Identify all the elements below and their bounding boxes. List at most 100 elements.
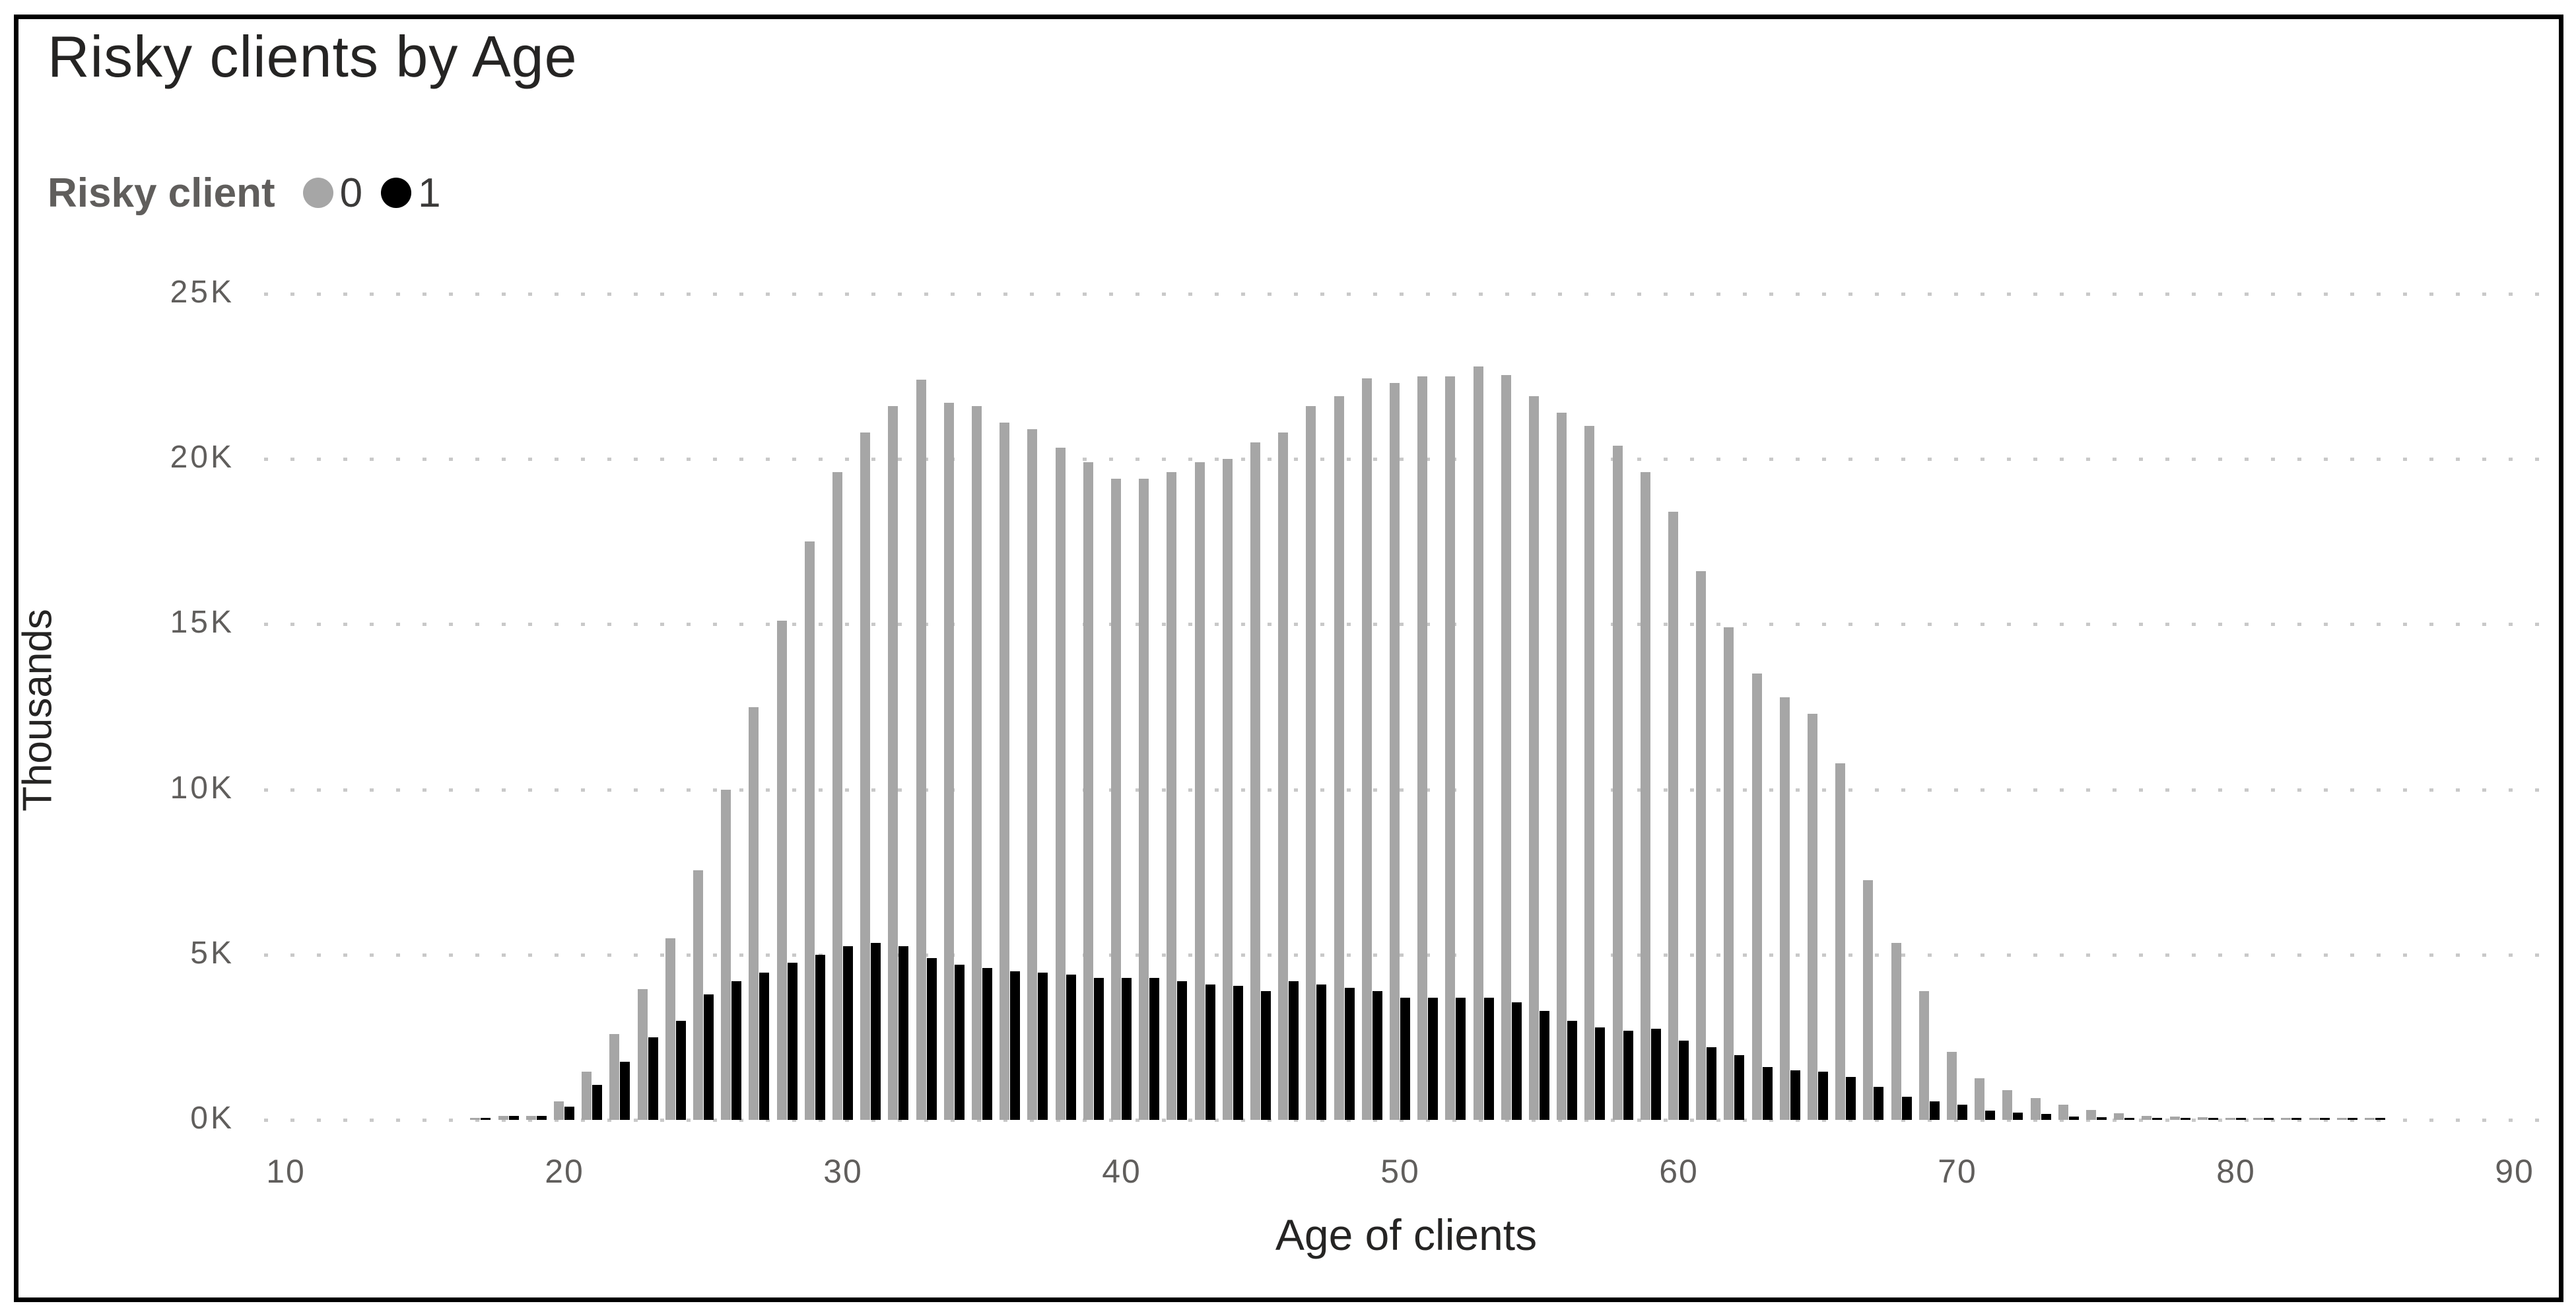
bar-risky-1-age-24[interactable] [675,1020,686,1120]
bar-risky-1-age-30[interactable] [843,946,853,1120]
bar-risky-1-age-32[interactable] [898,946,909,1120]
bar-risky-1-age-84[interactable] [2347,1118,2357,1120]
bar-risky-1-age-17[interactable] [481,1118,491,1120]
bar-risky-0-age-49[interactable] [1361,378,1372,1120]
bar-risky-1-age-47[interactable] [1316,984,1327,1120]
bar-risky-1-age-45[interactable] [1261,990,1271,1120]
bar-risky-0-age-73[interactable] [2030,1098,2041,1120]
bar-risky-0-age-61[interactable] [1696,571,1707,1120]
bar-risky-1-age-50[interactable] [1400,997,1410,1120]
bar-risky-1-age-60[interactable] [1679,1040,1689,1120]
legend-item-risky-1[interactable]: 1 [381,170,441,217]
bar-risky-1-age-39[interactable] [1093,977,1104,1120]
bar-risky-1-age-28[interactable] [787,963,797,1120]
bar-risky-0-age-21[interactable] [582,1072,592,1120]
bar-risky-1-age-77[interactable] [2152,1118,2163,1120]
bar-risky-1-age-54[interactable] [1511,1002,1522,1120]
bar-risky-0-age-72[interactable] [2002,1089,2013,1120]
bar-risky-0-age-44[interactable] [1222,459,1233,1120]
bar-risky-0-age-62[interactable] [1724,627,1734,1120]
bar-risky-0-age-67[interactable] [1863,880,1874,1120]
bar-risky-0-age-54[interactable] [1501,374,1511,1120]
bar-risky-0-age-51[interactable] [1417,376,1428,1120]
bar-risky-0-age-50[interactable] [1390,383,1400,1120]
bar-risky-0-age-84[interactable] [2336,1118,2347,1120]
bar-risky-0-age-39[interactable] [1083,462,1093,1120]
bar-risky-1-age-26[interactable] [731,981,742,1120]
bar-risky-1-age-31[interactable] [871,943,881,1120]
bar-risky-0-age-63[interactable] [1751,674,1762,1120]
bar-risky-0-age-33[interactable] [916,380,926,1120]
bar-risky-1-age-41[interactable] [1149,977,1160,1120]
bar-risky-0-age-66[interactable] [1835,763,1846,1120]
bar-risky-1-age-23[interactable] [648,1037,658,1120]
bar-risky-0-age-69[interactable] [1918,990,1929,1120]
bar-risky-0-age-65[interactable] [1808,713,1817,1120]
bar-risky-0-age-52[interactable] [1445,376,1456,1120]
bar-risky-1-age-74[interactable] [2068,1117,2079,1120]
bar-risky-0-age-53[interactable] [1473,366,1483,1120]
bar-risky-1-age-43[interactable] [1205,984,1215,1120]
bar-risky-0-age-81[interactable] [2253,1118,2264,1120]
bar-risky-0-age-17[interactable] [470,1118,481,1120]
bar-risky-1-age-36[interactable] [1010,971,1021,1120]
bar-risky-1-age-83[interactable] [2319,1118,2330,1120]
bar-risky-0-age-75[interactable] [2086,1110,2096,1120]
bar-risky-0-age-32[interactable] [888,406,898,1120]
bar-risky-0-age-58[interactable] [1612,446,1623,1120]
bar-risky-1-age-56[interactable] [1567,1020,1578,1120]
bar-risky-1-age-78[interactable] [2180,1118,2190,1120]
bar-risky-0-age-64[interactable] [1779,697,1790,1120]
bar-risky-0-age-83[interactable] [2309,1118,2319,1120]
legend-item-risky-0[interactable]: 0 [302,170,362,217]
bar-risky-1-age-40[interactable] [1122,977,1132,1120]
bar-risky-0-age-38[interactable] [1055,447,1066,1120]
bar-risky-1-age-85[interactable] [2375,1118,2385,1120]
bar-risky-0-age-79[interactable] [2197,1117,2208,1120]
bar-risky-1-age-70[interactable] [1957,1105,1967,1120]
bar-risky-0-age-78[interactable] [2169,1117,2180,1120]
bar-risky-0-age-40[interactable] [1111,479,1121,1120]
bar-risky-1-age-34[interactable] [954,964,965,1120]
bar-risky-1-age-57[interactable] [1595,1027,1606,1120]
bar-risky-0-age-41[interactable] [1139,479,1149,1120]
bar-risky-1-age-61[interactable] [1707,1047,1717,1120]
bar-risky-0-age-37[interactable] [1027,429,1038,1120]
bar-risky-1-age-33[interactable] [926,957,937,1120]
bar-risky-0-age-34[interactable] [943,403,954,1120]
bar-risky-1-age-71[interactable] [1985,1111,1996,1120]
bar-risky-1-age-69[interactable] [1929,1101,1940,1120]
bar-risky-0-age-80[interactable] [2225,1117,2235,1120]
bar-risky-0-age-28[interactable] [776,621,787,1120]
bar-risky-0-age-77[interactable] [2142,1116,2152,1120]
bar-risky-1-age-46[interactable] [1289,981,1299,1120]
bar-risky-0-age-57[interactable] [1584,426,1595,1120]
bar-risky-0-age-45[interactable] [1250,442,1260,1120]
bar-risky-1-age-22[interactable] [620,1062,630,1120]
bar-risky-0-age-22[interactable] [609,1033,620,1120]
bar-risky-0-age-42[interactable] [1167,472,1177,1120]
bar-risky-0-age-35[interactable] [972,406,982,1120]
bar-risky-0-age-31[interactable] [860,432,871,1120]
bar-risky-1-age-19[interactable] [536,1116,547,1120]
bar-risky-1-age-76[interactable] [2124,1118,2135,1120]
bar-risky-0-age-24[interactable] [665,938,675,1120]
bar-risky-1-age-59[interactable] [1650,1029,1661,1120]
bar-risky-1-age-55[interactable] [1540,1010,1549,1120]
bar-risky-0-age-26[interactable] [721,789,731,1120]
bar-risky-0-age-36[interactable] [1000,423,1010,1120]
bar-risky-1-age-20[interactable] [564,1106,574,1120]
bar-risky-1-age-64[interactable] [1790,1070,1800,1120]
bar-risky-1-age-38[interactable] [1066,974,1076,1120]
bar-risky-1-age-65[interactable] [1818,1072,1828,1120]
bar-risky-1-age-44[interactable] [1233,986,1243,1120]
bar-risky-0-age-82[interactable] [2281,1118,2291,1120]
bar-risky-1-age-21[interactable] [592,1085,603,1120]
bar-risky-1-age-42[interactable] [1177,981,1188,1120]
bar-risky-1-age-49[interactable] [1372,990,1382,1120]
bar-risky-0-age-18[interactable] [498,1116,508,1120]
bar-risky-1-age-73[interactable] [2041,1114,2051,1120]
bar-risky-1-age-67[interactable] [1874,1086,1884,1120]
bar-risky-1-age-68[interactable] [1901,1096,1912,1120]
bar-risky-1-age-52[interactable] [1456,997,1466,1120]
